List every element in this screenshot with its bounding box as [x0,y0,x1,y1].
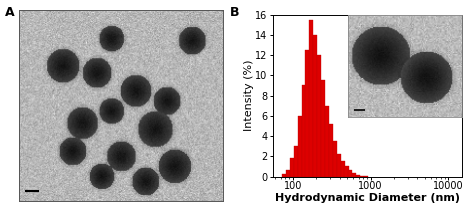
Bar [313,35,317,177]
Text: A: A [5,6,14,19]
Y-axis label: Intensity (%): Intensity (%) [244,60,254,131]
Bar [290,158,294,177]
Bar [317,55,321,177]
Bar [298,116,302,177]
Bar [325,106,329,177]
Bar [356,175,360,177]
Bar [333,141,337,177]
Bar [345,167,348,177]
Bar [364,176,368,177]
Bar [341,161,345,177]
X-axis label: Hydrodynamic Diameter (nm): Hydrodynamic Diameter (nm) [275,193,460,203]
Bar [286,169,291,177]
Bar [321,80,325,177]
Bar [294,146,298,177]
Bar [310,20,313,177]
Bar [352,173,356,177]
Bar [360,176,364,177]
Bar [305,50,310,177]
Bar [329,124,333,177]
Bar [283,173,286,177]
Text: B: B [230,6,239,19]
Bar [348,169,353,177]
Bar [301,85,306,177]
Bar [337,154,341,177]
